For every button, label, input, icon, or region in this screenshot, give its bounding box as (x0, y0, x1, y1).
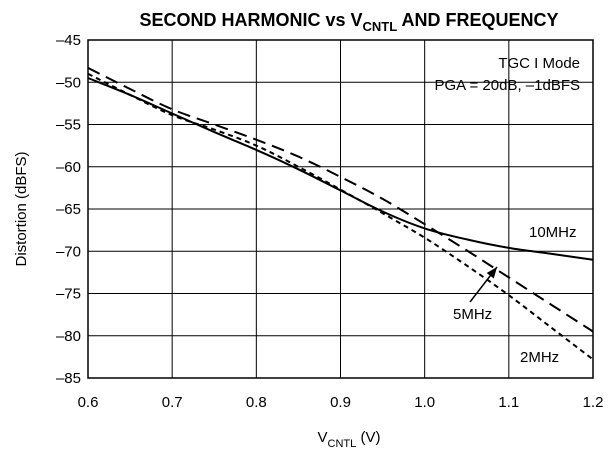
y-tick-label: –70 (56, 243, 81, 260)
arrow-head (486, 267, 497, 279)
y-axis-label: Distortion (dBFS) (13, 151, 30, 266)
annotations: TGC I Mode PGA = 20dB, –1dBFS (434, 55, 580, 94)
x-tick-label: 1.1 (498, 394, 519, 411)
series-label-10mhz: 10MHz (529, 224, 577, 241)
y-tick-label: –65 (56, 201, 81, 218)
series-label-5mhz: 5MHz (453, 306, 492, 323)
y-tick-label: –80 (56, 328, 81, 345)
x-tick-label: 0.9 (330, 394, 351, 411)
y-tick-label: –75 (56, 286, 81, 303)
x-tick-label: 1.0 (414, 394, 435, 411)
series-labels: 10MHz 5MHz 2MHz (453, 224, 577, 366)
x-tick-label: 1.2 (583, 394, 604, 411)
x-tick-label: 0.6 (78, 394, 99, 411)
y-tick-label: –50 (56, 74, 81, 91)
series-line-5mhz (87, 67, 594, 333)
x-tick-label: 0.7 (162, 394, 183, 411)
series-lines (87, 67, 594, 361)
grid (87, 39, 594, 379)
series-label-2mhz: 2MHz (520, 349, 559, 366)
annotation-text: PGA = 20dB, –1dBFS (434, 77, 580, 94)
x-axis-label: VCNTL (V) (318, 429, 381, 450)
y-tick-label: –60 (56, 159, 81, 176)
x-tick-label: 0.8 (246, 394, 267, 411)
series-line-10mhz (87, 77, 594, 261)
chart-title: SECOND HARMONIC vs VCNTL AND FREQUENCY (139, 10, 558, 34)
x-axis-ticks: 0.6 0.7 0.8 0.9 1.0 1.1 1.2 (78, 394, 604, 411)
y-tick-label: –55 (56, 117, 81, 134)
y-tick-label: –45 (56, 32, 81, 49)
annotation-text: TGC I Mode (498, 55, 580, 72)
plot-frame (87, 39, 594, 379)
y-tick-label: –85 (56, 370, 81, 387)
series-line-2mhz (87, 72, 594, 361)
y-axis-ticks: –45 –50 –55 –60 –65 –70 –75 –80 –85 (56, 32, 81, 387)
